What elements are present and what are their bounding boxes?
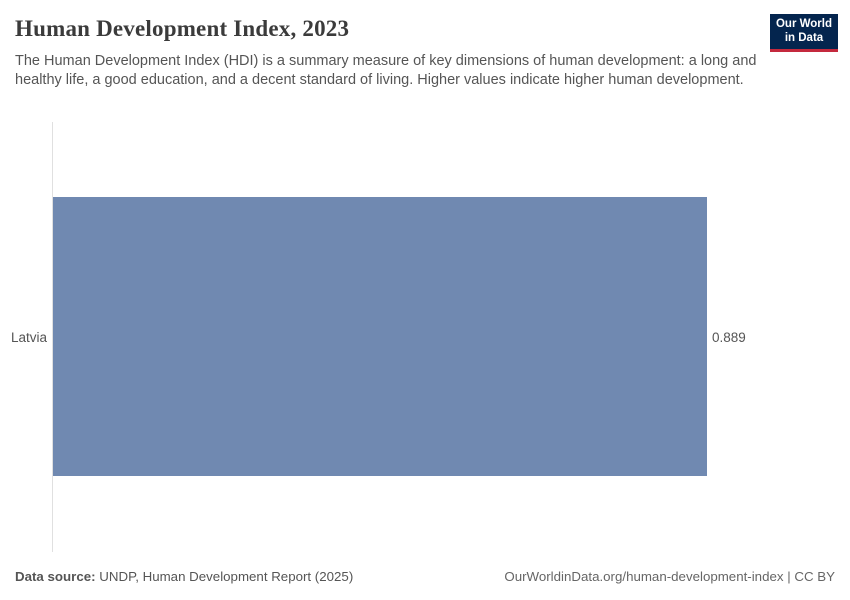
data-source-text: UNDP, Human Development Report (2025) — [95, 569, 354, 584]
owid-logo-line2: in Data — [784, 31, 824, 44]
bar — [53, 197, 707, 476]
footer-url-license: OurWorldinData.org/human-development-ind… — [504, 569, 835, 584]
chart-subtitle: The Human Development Index (HDI) is a s… — [15, 53, 757, 88]
chart-title: Human Development Index, 2023 — [15, 16, 350, 41]
bar-value-label: 0.889 — [712, 330, 746, 345]
y-axis-line — [52, 122, 53, 552]
data-source-label: Data source: — [15, 569, 96, 584]
plot-area — [53, 197, 707, 476]
owid-logo-line1: Our World — [775, 18, 832, 30]
owid-logo: Our World in Data — [770, 14, 838, 52]
chart-footer: Data source: UNDP, Human Development Rep… — [15, 569, 835, 584]
bar-entity-label: Latvia — [10, 330, 47, 345]
data-source: Data source: UNDP, Human Development Rep… — [15, 569, 353, 584]
